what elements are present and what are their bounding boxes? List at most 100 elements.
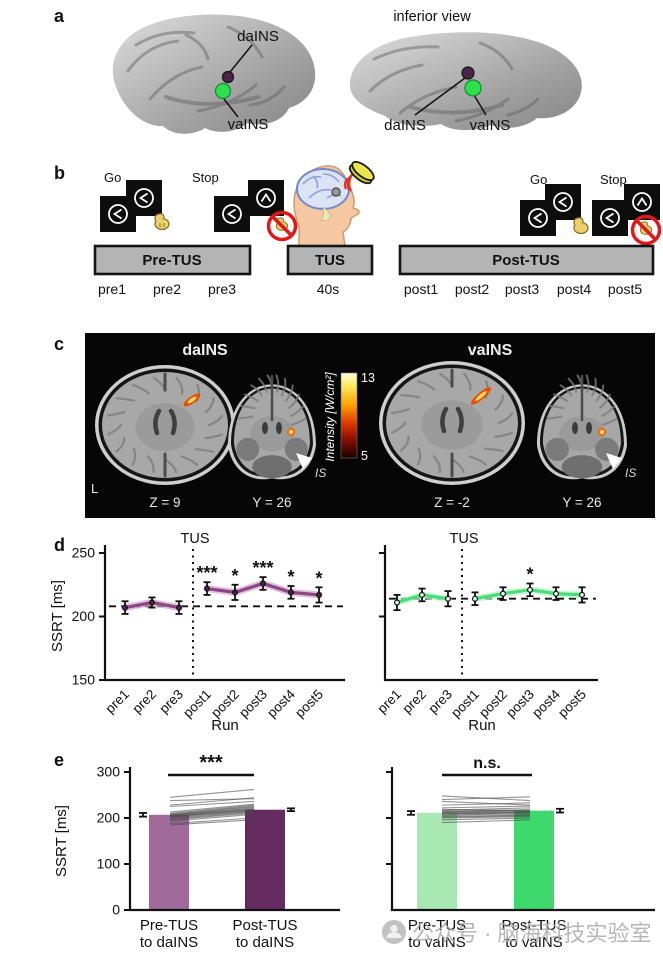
subject-pair-line	[441, 802, 531, 806]
acoustic-hotspot	[597, 427, 607, 437]
tus-annotation: TUS	[450, 531, 479, 547]
significance-stars: *	[287, 567, 294, 587]
go-label-right: Go	[530, 172, 547, 187]
panel-e-label: e	[54, 750, 65, 770]
subject-pair-line	[169, 819, 255, 826]
dains-marker-right	[461, 66, 475, 80]
svg-text:post1: post1	[404, 281, 438, 297]
dains-leader-right	[414, 77, 466, 116]
target-dot	[331, 187, 341, 197]
dains-label-right: daINS	[384, 117, 426, 134]
significance-stars: ***	[196, 563, 217, 583]
dains-label-left: daINS	[237, 28, 279, 45]
subject-pair-line	[169, 800, 255, 808]
no-response-icon	[630, 214, 662, 246]
svg-text:post5: post5	[608, 281, 642, 297]
panel-a-brain-targets: inferior view daINS vaINS daINS vaINS	[112, 9, 582, 134]
tus-box: TUS	[286, 244, 374, 276]
colorbar-max: 13	[361, 371, 375, 385]
subject-pair-line	[169, 811, 255, 820]
svg-text:Pre-TUS: Pre-TUS	[142, 252, 201, 269]
data-point	[148, 599, 155, 606]
subject-pair-line	[169, 817, 255, 825]
coronal-scan-vains	[537, 374, 627, 480]
significance-stars: *	[231, 566, 238, 586]
subject-pair-line	[441, 819, 531, 824]
y-tick-label: 150	[72, 672, 96, 688]
y-tick-label: 0	[112, 902, 120, 918]
watermark: 公众号 · 脑海科技实验室	[381, 916, 652, 948]
panel-c-acoustic-simulation: daINS vaINS IS IS 13 5 Intensity [W/cm²]…	[85, 333, 655, 518]
data-point	[579, 591, 586, 598]
stop-task-right	[592, 184, 662, 246]
x-tick-label: post4	[264, 686, 298, 720]
y-axis-title: SSRT [ms]	[49, 580, 66, 652]
subject-pair-line	[169, 803, 255, 813]
subject-pair-line	[441, 811, 531, 814]
data-point	[204, 585, 211, 592]
no-response-icon	[266, 210, 298, 242]
significance-stars: ***	[252, 558, 273, 578]
x-tick-label: post3	[236, 687, 270, 721]
data-point	[527, 586, 534, 593]
acoustic-hotspot	[470, 387, 492, 405]
data-point	[260, 580, 267, 587]
subject-pair-line	[441, 800, 531, 806]
right-brain-illustration	[349, 32, 582, 131]
panel-b-paradigm: Go Stop	[93, 160, 662, 297]
data-point	[418, 591, 425, 598]
data-point	[500, 590, 507, 597]
vains-label-left: vaINS	[228, 116, 269, 133]
significance-stars: *	[315, 568, 322, 588]
bar-category-label: to vaINS	[505, 934, 563, 951]
panel-c-label: c	[54, 334, 65, 354]
bar	[149, 814, 189, 910]
acoustic-hotspot	[286, 427, 296, 437]
data-point	[553, 590, 560, 597]
tus-duration-label: 40s	[317, 281, 340, 297]
x-axis-title: Run	[211, 717, 239, 734]
slice-coord-2: Y = 26	[252, 495, 291, 510]
wechat-logo-icon	[382, 920, 406, 944]
bar-category-label: Pre-TUS	[408, 917, 466, 934]
data-point	[471, 595, 478, 602]
left-arrow-icon	[222, 204, 242, 224]
inferior-view-label: inferior view	[393, 9, 471, 25]
bar	[514, 810, 554, 910]
colorbar-min: 5	[361, 449, 368, 463]
subject-pair-line	[441, 796, 531, 801]
panel-d-label: d	[54, 535, 65, 555]
x-tick-label: post1	[448, 687, 482, 721]
data-point	[121, 604, 128, 611]
subject-pair-line	[441, 809, 531, 814]
up-arrow-icon	[256, 188, 276, 208]
post-tus-box: Post-TUS	[398, 244, 655, 276]
hand-icon	[573, 217, 589, 235]
y-tick-label: 100	[97, 856, 121, 872]
x-tick-label: post3	[503, 687, 537, 721]
dains-marker-left	[221, 70, 235, 84]
stop-label-right: Stop	[600, 172, 627, 187]
x-tick-label: post2	[208, 687, 242, 721]
subject-pair-line	[441, 805, 531, 809]
panel-a-label: a	[54, 6, 65, 26]
significance-stars: *	[526, 564, 533, 584]
insula-arrow-icon	[606, 453, 622, 469]
subject-pair-line	[169, 813, 255, 822]
vains-label-right: vaINS	[470, 117, 511, 134]
bar-category-label: Post-TUS	[501, 917, 566, 934]
x-tick-label: post1	[180, 687, 214, 721]
dains-leader-left	[229, 44, 253, 73]
subject-pair-line	[441, 807, 531, 811]
bar	[417, 812, 457, 910]
vains-scan-title: vaINS	[468, 342, 513, 359]
data-point	[176, 604, 183, 611]
svg-text:pre3: pre3	[208, 281, 236, 297]
svg-text:pre2: pre2	[153, 281, 181, 297]
axial-scan-vains	[379, 361, 525, 485]
hand-icon	[154, 213, 170, 231]
watermark-text: 公众号 · 脑海科技实验室	[412, 921, 652, 946]
